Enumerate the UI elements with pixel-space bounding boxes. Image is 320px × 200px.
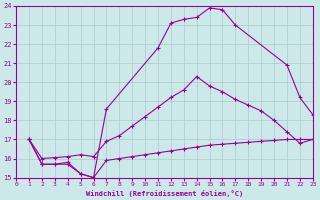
X-axis label: Windchill (Refroidissement éolien,°C): Windchill (Refroidissement éolien,°C) bbox=[86, 190, 243, 197]
